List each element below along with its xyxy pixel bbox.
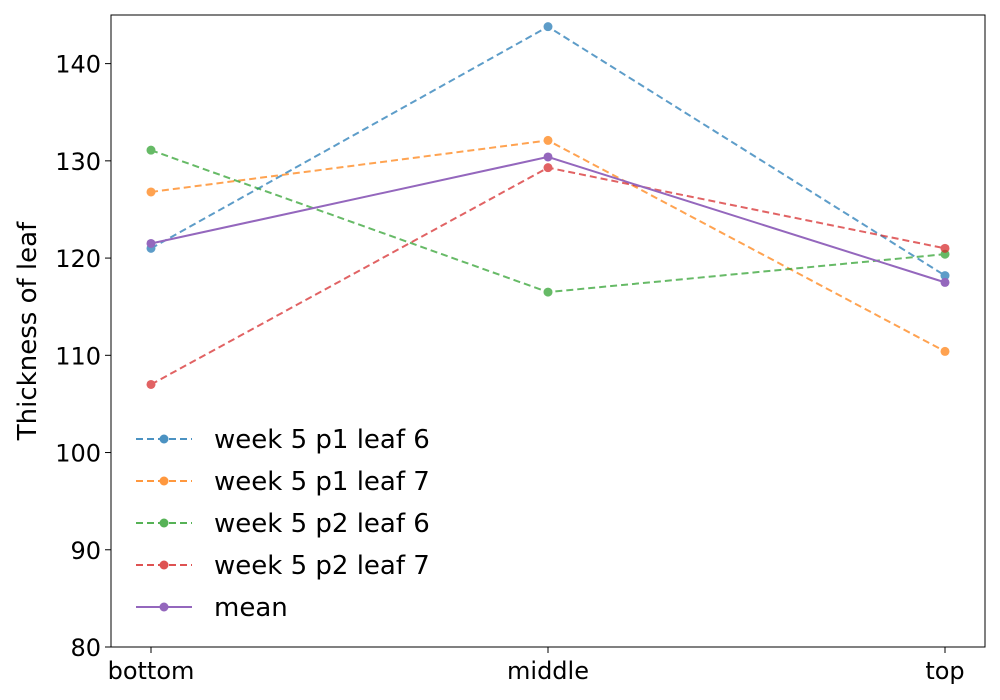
x-axis-ticks: bottom middle top [108, 647, 965, 685]
data-point [146, 379, 156, 389]
y-tick-label: 140 [55, 51, 101, 79]
x-tick-label: top [925, 657, 964, 685]
y-tick-label: 130 [55, 148, 101, 176]
x-tick-label: middle [507, 657, 589, 685]
y-axis-ticks: 80 90 100 110 120 130 140 [55, 51, 111, 662]
legend-item [136, 476, 192, 486]
legend-marker [159, 518, 169, 528]
legend: week 5 p1 leaf 6 week 5 p1 leaf 7 week 5 p… [136, 425, 430, 623]
data-point [940, 243, 950, 253]
series-line [150, 25, 946, 277]
data-point [940, 277, 950, 287]
series-line [150, 155, 946, 284]
data-point [146, 145, 156, 155]
legend-label: week 5 p2 leaf 7 [214, 551, 430, 581]
legend-label: week 5 p1 leaf 7 [214, 467, 430, 497]
y-tick-label: 110 [55, 342, 101, 370]
data-point [146, 238, 156, 248]
legend-item [136, 602, 192, 612]
data-point [543, 135, 553, 145]
legend-label: mean [214, 593, 288, 623]
data-point [543, 22, 553, 32]
legend-marker [159, 560, 169, 570]
data-point [940, 346, 950, 356]
legend-marker [159, 476, 169, 486]
data-point [940, 271, 950, 281]
data-point [543, 163, 553, 173]
legend-marker [159, 602, 169, 612]
data-point [543, 152, 553, 162]
y-tick-label: 120 [55, 245, 101, 273]
data-point [543, 287, 553, 297]
y-tick-label: 80 [70, 634, 101, 662]
legend-label: week 5 p2 leaf 6 [214, 509, 430, 539]
legend-marker [159, 434, 169, 444]
series-1 [146, 135, 950, 356]
legend-label: week 5 p1 leaf 6 [214, 425, 430, 455]
legend-item [136, 560, 192, 570]
x-tick-label: bottom [108, 657, 195, 685]
y-tick-label: 90 [70, 537, 101, 565]
data-point [146, 187, 156, 197]
y-tick-label: 100 [55, 440, 101, 468]
y-axis-label: Thickness of leaf [13, 221, 43, 441]
legend-item [136, 434, 192, 444]
series-layer [146, 22, 950, 389]
series-3 [146, 163, 950, 389]
legend-item [136, 518, 192, 528]
series-0 [146, 22, 950, 281]
series-4 [146, 152, 950, 287]
